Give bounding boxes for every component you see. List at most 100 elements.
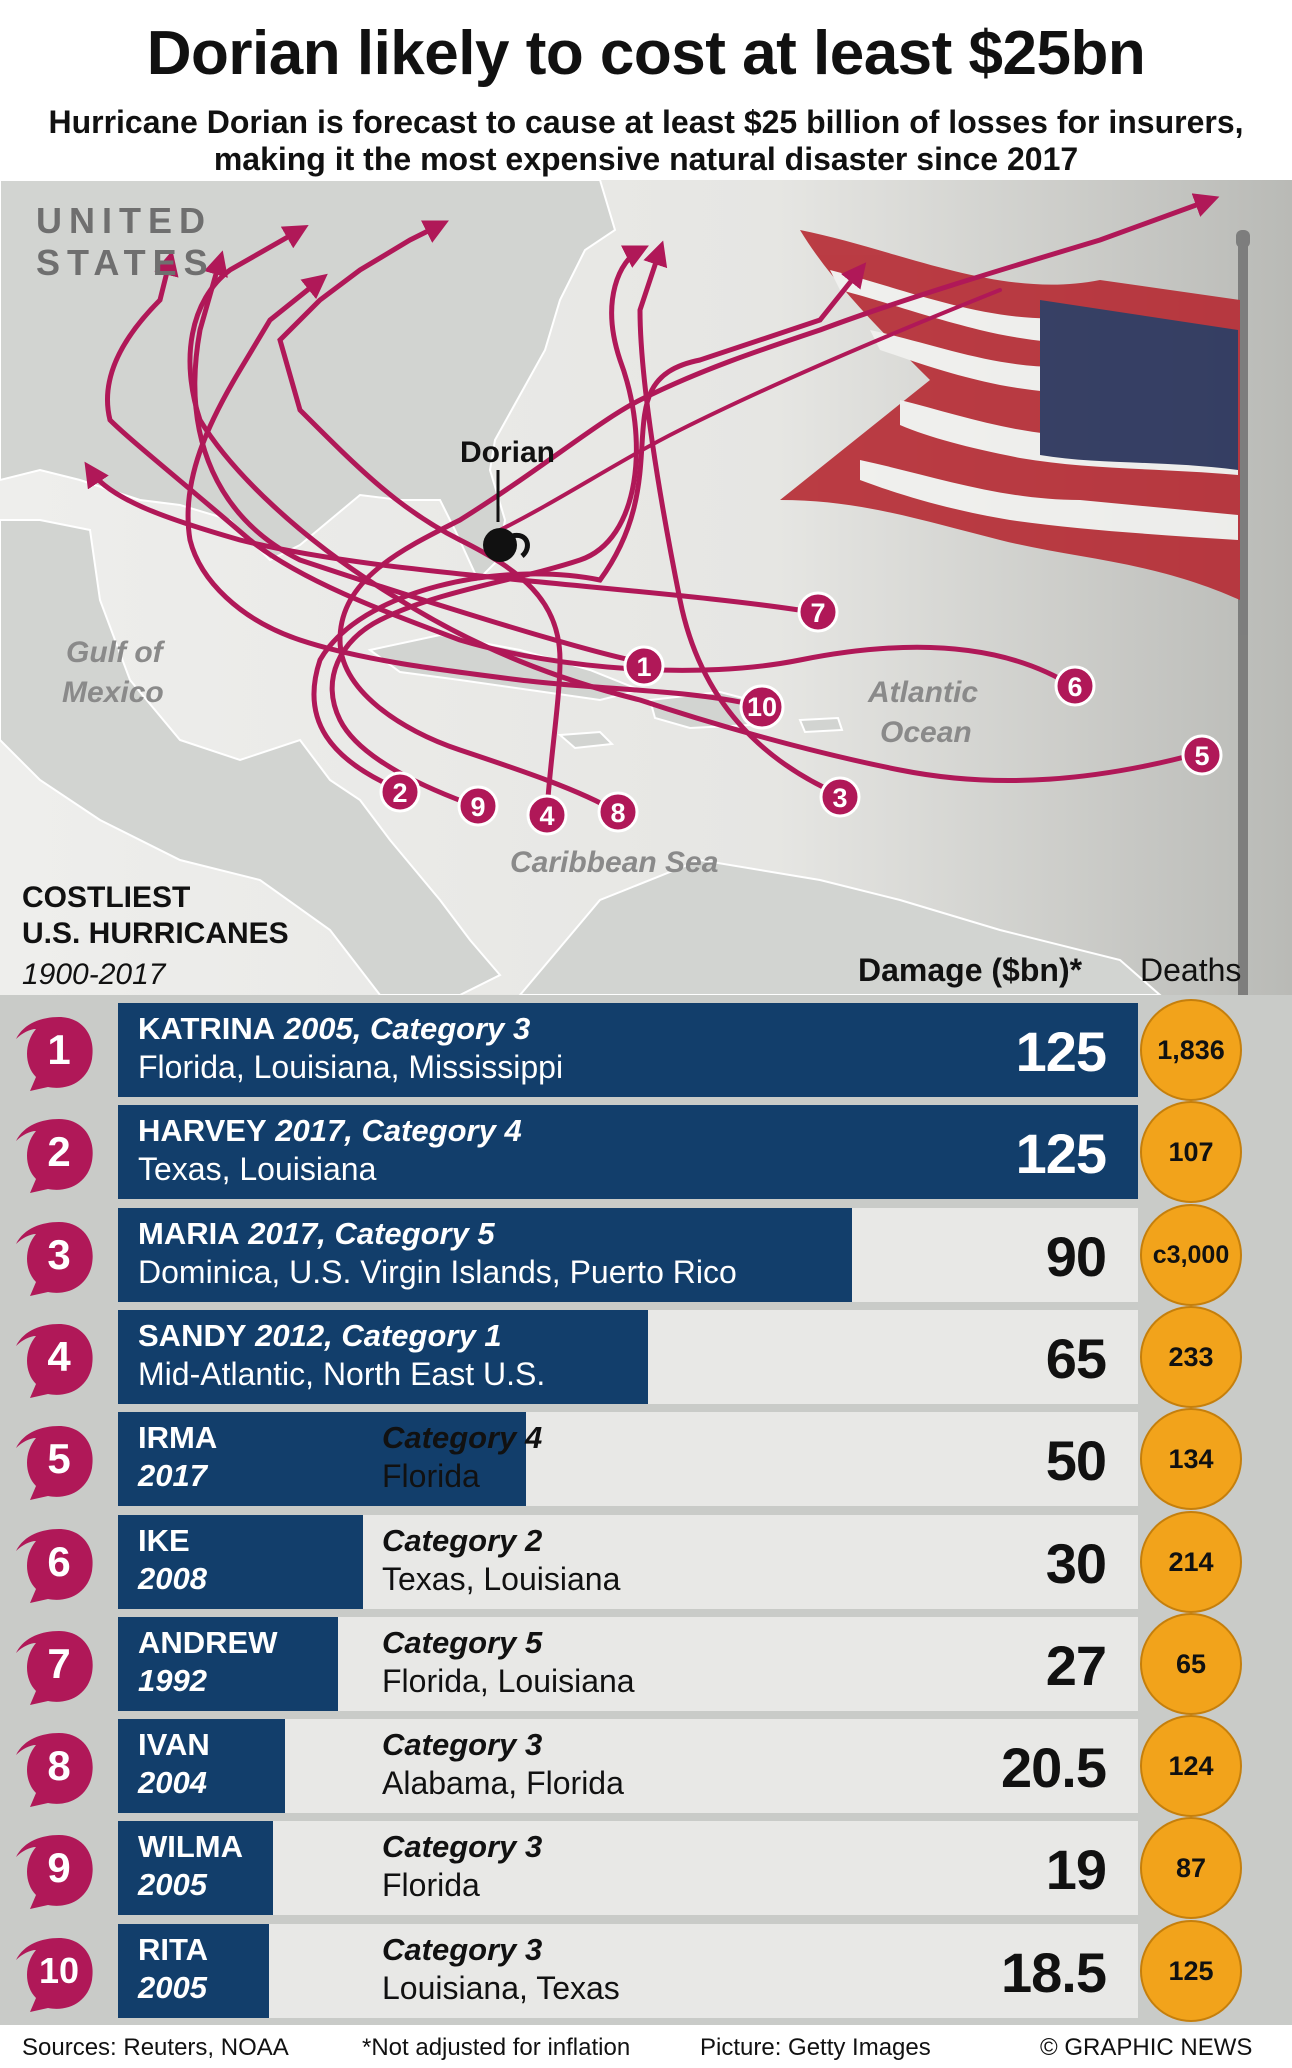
- hurricane-year: 2017: [138, 1458, 207, 1493]
- hurricane-symbol-icon: [16, 1938, 93, 2012]
- hurricane-symbol-icon: [16, 1017, 93, 1091]
- damage-value-label: 19: [1045, 1838, 1107, 1901]
- dorian-track: [498, 288, 1002, 532]
- hurricane-regions: Florida, Louisiana: [382, 1663, 635, 1699]
- section-title: COSTLIEST U.S. HURRICANES: [22, 880, 289, 952]
- svg-text:10: 10: [747, 692, 777, 722]
- footer: Sources: Reuters, NOAA *Not adjusted for…: [0, 2026, 1292, 2068]
- deaths-circle: 214: [1140, 1511, 1242, 1613]
- rank-badge: 1: [16, 1017, 93, 1091]
- dorian-label: Dorian: [460, 436, 555, 469]
- hurricane-category: Category 5: [334, 1216, 495, 1251]
- rank-badge: 3: [16, 1222, 93, 1296]
- hurricane-name-line: SANDY 2012, Category 1: [138, 1318, 502, 1353]
- track-badges: 1 2 3 4 5 6 7 8 9 10: [379, 591, 1223, 836]
- hurricane-regions: Texas, Louisiana: [382, 1561, 621, 1597]
- headline: Dorian likely to cost at least $25bn: [146, 19, 1146, 88]
- hurricane-regions: Florida: [382, 1458, 480, 1494]
- deaths-circle: 1,836: [1140, 999, 1242, 1101]
- bar-track: [118, 1821, 1138, 1915]
- footer-credit: © GRAPHIC NEWS: [1040, 2034, 1253, 2061]
- section-title-line-1: COSTLIEST: [22, 881, 191, 914]
- damage-value-label: 18.5: [1001, 1941, 1107, 2004]
- hurricane-name: WILMA: [138, 1829, 244, 1864]
- mexico-landmass: [0, 519, 502, 995]
- hurricane-name-line: HARVEY 2017, Category 4: [138, 1113, 522, 1148]
- damage-value-label: 90: [1045, 1225, 1107, 1288]
- svg-text:9: 9: [470, 792, 485, 822]
- damage-value-label: 50: [1045, 1429, 1107, 1492]
- track-badge-2: 2: [379, 771, 421, 813]
- svg-text:5: 5: [1194, 741, 1209, 771]
- section-title-line-2: U.S. HURRICANES: [22, 917, 289, 950]
- hurricane-row-4: 4 SANDY 2012, Category 1 Mid-Atlantic, Nor…: [0, 1306, 1292, 1408]
- deaths-circle: 107: [1140, 1101, 1242, 1203]
- hurricane-symbol-icon: [16, 1835, 93, 1909]
- deaths-circle: 233: [1140, 1306, 1242, 1408]
- hurricane-regions: Florida, Louisiana, Mississippi: [138, 1049, 564, 1085]
- deaths-column-header: Deaths: [1140, 952, 1242, 988]
- south-america: [518, 858, 1162, 995]
- rank-number: 6: [47, 1538, 71, 1585]
- svg-text:6: 6: [1067, 672, 1082, 702]
- hurricane-row-2: 2 HARVEY 2017, Category 4 Texas, Louisiana…: [0, 1101, 1292, 1203]
- us-label-line-2: STATES: [36, 242, 215, 283]
- hurricane-regions: Mid-Atlantic, North East U.S.: [138, 1356, 546, 1392]
- track-badge-7: 7: [797, 591, 839, 633]
- subheadline: Hurricane Dorian is forecast to cause at…: [48, 104, 1244, 177]
- damage-value-label: 27: [1045, 1634, 1107, 1697]
- caribbean-label: Caribbean Sea: [510, 846, 718, 879]
- track-6: [104, 250, 1077, 690]
- damage-column-header: Damage ($bn)*: [858, 952, 1083, 988]
- hurricane-category: Category 4: [382, 1420, 543, 1455]
- deaths-circle: 134: [1140, 1408, 1242, 1510]
- bar-track: [118, 1924, 1138, 2018]
- hurricane-row-6: 6 IKE 2008 Category 2 Texas, Louisiana 30 214: [0, 1511, 1292, 1613]
- hurricane-symbol-icon: [16, 1119, 93, 1193]
- hurricane-name-line: KATRINA 2005, Category 3: [138, 1011, 531, 1046]
- track-badge-3: 3: [819, 776, 861, 818]
- hurricane-name: KATRINA: [138, 1011, 276, 1046]
- deaths-circle: 124: [1140, 1715, 1242, 1817]
- rank-number: 9: [47, 1844, 71, 1891]
- rank-badge: 4: [16, 1324, 93, 1398]
- footer-sources: Sources: Reuters, NOAA: [22, 2034, 289, 2061]
- hurricane-year: 1992: [138, 1663, 207, 1698]
- damage-bar: [118, 1412, 526, 1506]
- us-label: UNITED STATES: [36, 200, 215, 284]
- rank-badge: 2: [16, 1119, 93, 1193]
- jamaica: [557, 730, 615, 750]
- hurricane-year: 2012: [255, 1318, 325, 1353]
- hurricane-category: Category 4: [361, 1113, 522, 1148]
- hurricane-row-9: 9 WILMA 2005 Category 3 Florida 19 87: [0, 1817, 1292, 1919]
- hurricane-name: RITA: [138, 1932, 209, 1967]
- svg-text:7: 7: [810, 598, 825, 628]
- hurricane-row-8: 8 IVAN 2004 Category 3 Alabama, Florida 20.5 1…: [0, 1715, 1292, 1817]
- gulf-label-1: Gulf of: [66, 636, 166, 669]
- track-9: [329, 245, 649, 810]
- flag-pole-tip: [1236, 230, 1250, 248]
- atlantic-label-2: Ocean: [880, 716, 972, 749]
- damage-bar: [118, 1924, 269, 2018]
- rank-badge: 5: [16, 1426, 93, 1500]
- rank-number: 5: [47, 1435, 71, 1482]
- track-3: [637, 240, 843, 798]
- flag-pole: [1238, 240, 1248, 995]
- track-4: [277, 220, 563, 815]
- us-label-line-1: UNITED: [36, 200, 212, 241]
- track-7: [84, 461, 821, 616]
- damage-bar: [118, 1310, 648, 1404]
- hurricane-name: IRMA: [138, 1420, 218, 1455]
- hurricane-year: 2004: [138, 1765, 207, 1800]
- damage-bar: [118, 1821, 273, 1915]
- footer-picture: Picture: Getty Images: [700, 2034, 931, 2061]
- hurricane-year: 2005: [138, 1867, 207, 1902]
- hurricane-year: 2017: [275, 1113, 345, 1148]
- hurricane-name: SANDY: [138, 1318, 247, 1353]
- hurricane-regions: Florida: [382, 1867, 480, 1903]
- damage-value-label: 20.5: [1001, 1736, 1107, 1799]
- hurricane-symbol-icon: [16, 1733, 93, 1807]
- hurricane-year: 2005: [283, 1011, 353, 1046]
- hurricane-category: Category 3: [370, 1011, 531, 1046]
- damage-bar: [118, 1515, 363, 1609]
